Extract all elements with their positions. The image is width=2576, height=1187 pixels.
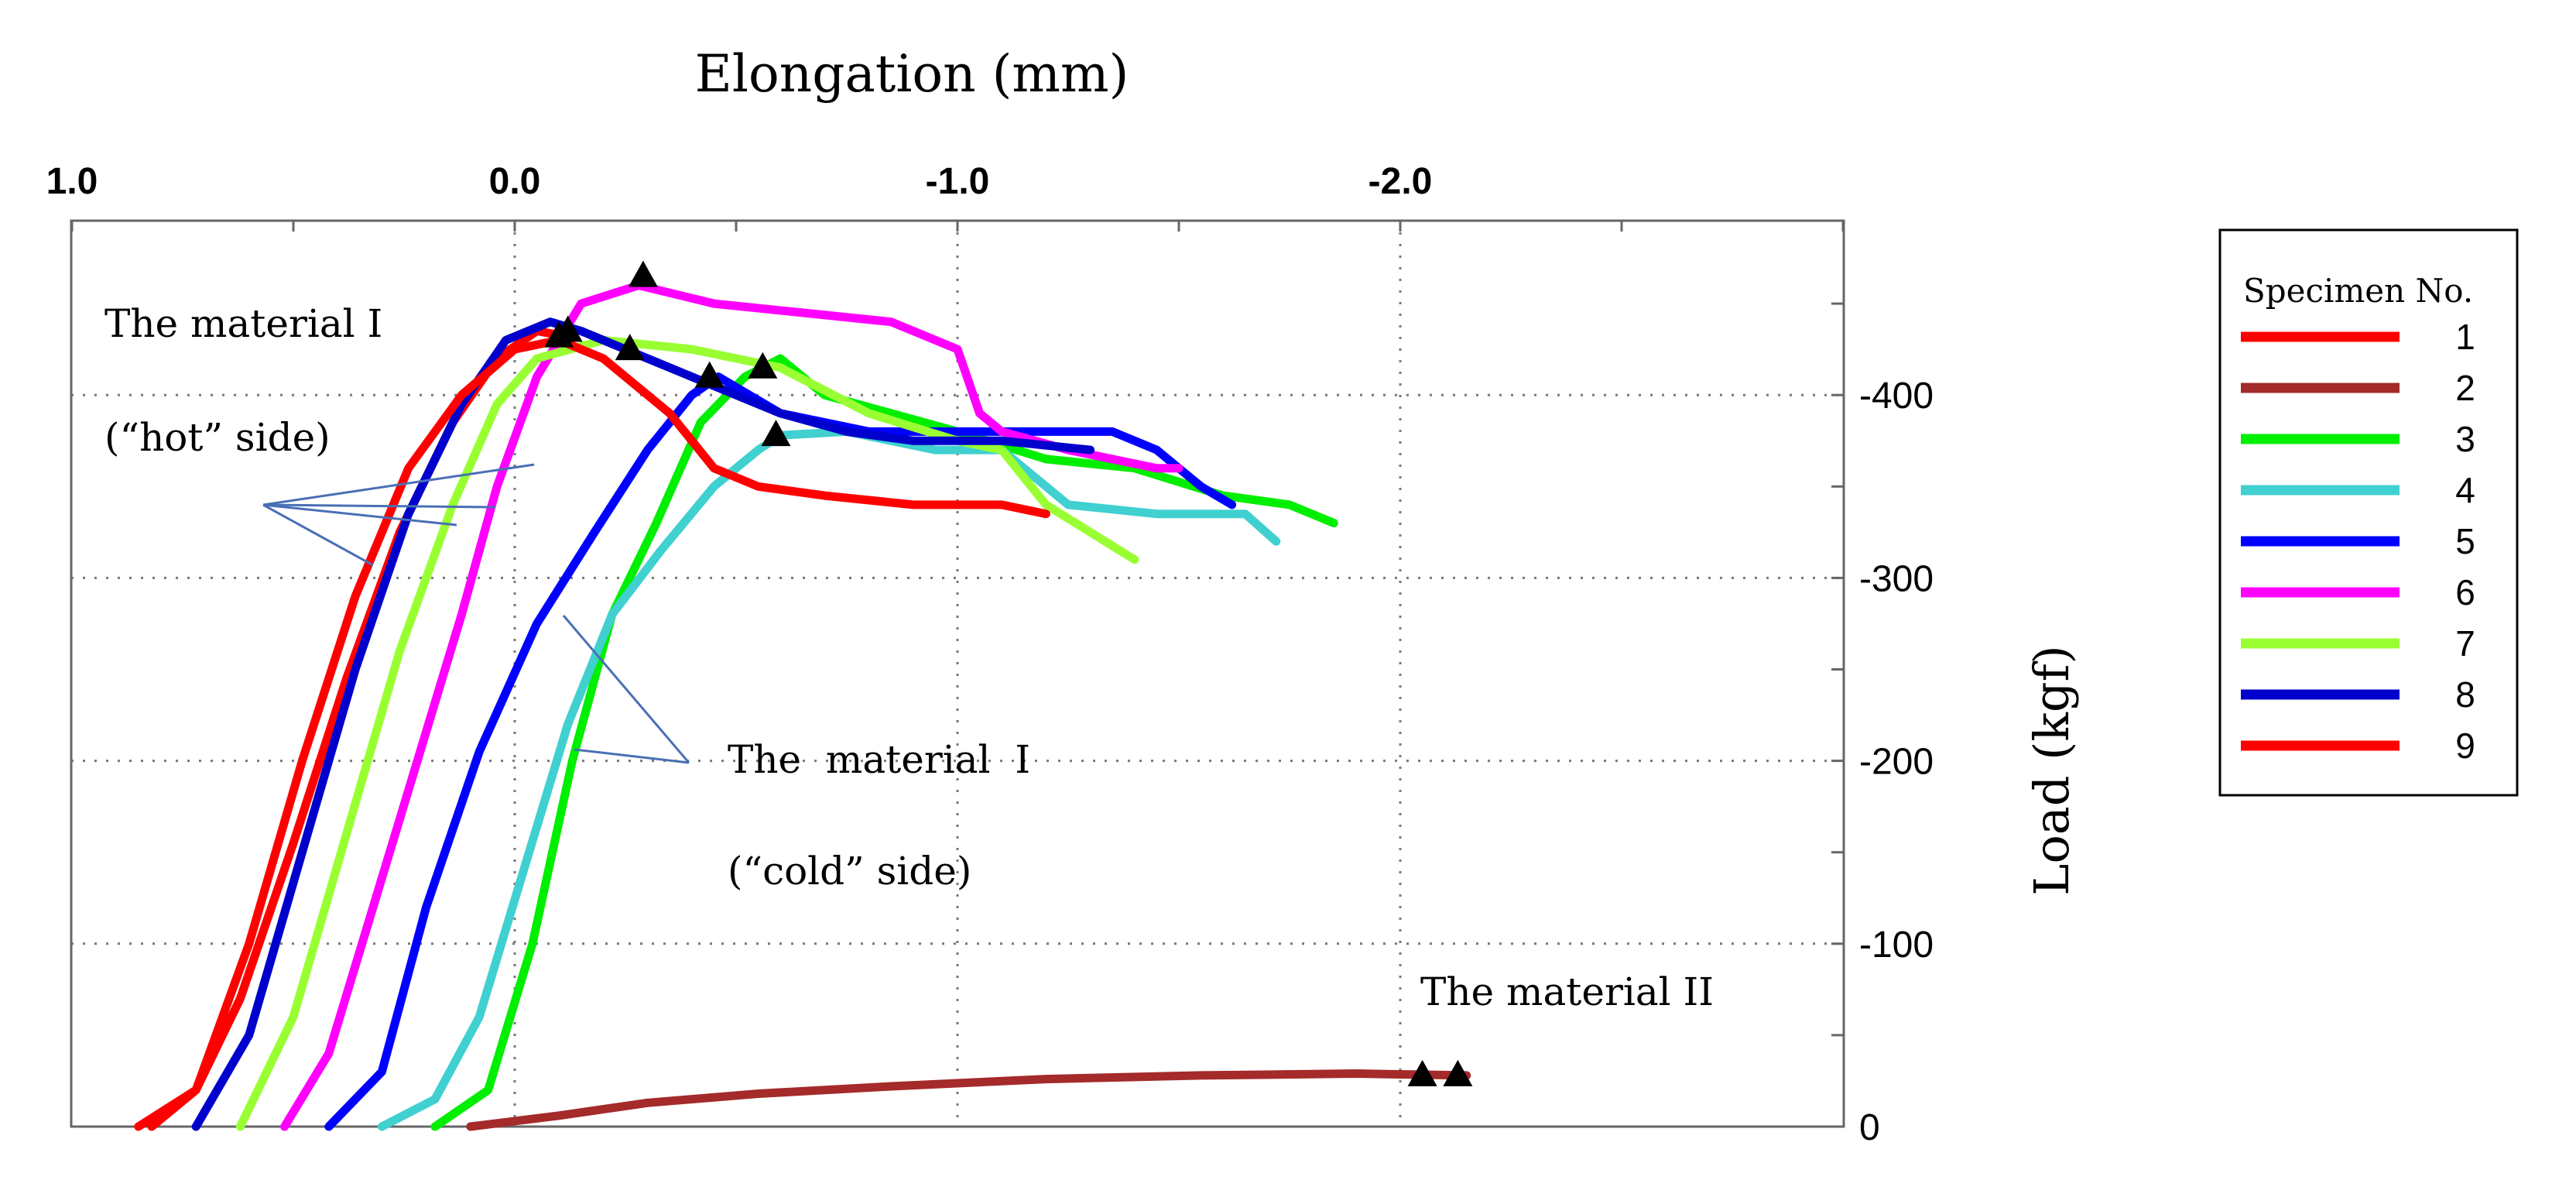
y-tick-label: -100 bbox=[1859, 925, 1934, 966]
series-line-2 bbox=[466, 1069, 1471, 1131]
peak-marker-3 bbox=[615, 334, 645, 361]
x-axis-title: Elongation (mm) bbox=[695, 44, 1129, 104]
pointer-hot-4 bbox=[262, 463, 535, 506]
pointer-hot-1 bbox=[262, 503, 374, 567]
x-tick-label: -2.0 bbox=[1368, 161, 1433, 202]
peak-markers bbox=[544, 260, 1473, 1086]
x-tick-label: -1.0 bbox=[926, 161, 990, 202]
x-tick-label: 0.0 bbox=[489, 161, 541, 202]
legend-label-6: 6 bbox=[2455, 572, 2475, 612]
axis-ticks: 1.0 0.0 -1.0 -2.0 0 -100 -200 -300 -400 bbox=[46, 161, 1934, 1148]
y-tick-label: 0 bbox=[1859, 1107, 1880, 1148]
peak-marker-8 bbox=[1407, 1059, 1437, 1086]
y-tick-label: -300 bbox=[1859, 558, 1934, 599]
annotation-material-I-cold: The material I bbox=[728, 737, 1030, 782]
peak-marker-9 bbox=[1443, 1059, 1473, 1086]
legend-entries: 1 2 3 4 5 6 7 8 9 bbox=[2241, 317, 2475, 766]
legend-label-8: 8 bbox=[2455, 674, 2475, 715]
series-lines bbox=[134, 281, 1471, 1131]
annotation-material-I-hot: The material I bbox=[104, 301, 382, 346]
annotation-cold-side: (“cold” side) bbox=[728, 849, 971, 894]
legend-label-9: 9 bbox=[2455, 726, 2475, 766]
peak-marker-6 bbox=[748, 352, 778, 379]
y-tick-label: -200 bbox=[1859, 742, 1934, 783]
legend-label-3: 3 bbox=[2455, 419, 2475, 459]
legend-box bbox=[2218, 228, 2519, 797]
legend-label-7: 7 bbox=[2455, 623, 2475, 664]
peak-marker-2 bbox=[544, 321, 574, 348]
series-line-3 bbox=[430, 354, 1338, 1131]
pointer-cold-2 bbox=[574, 748, 690, 764]
legend-label-5: 5 bbox=[2455, 521, 2475, 561]
pointer-hot-3 bbox=[262, 503, 496, 509]
pointer-cold-1 bbox=[562, 615, 690, 763]
x-tick-label: 1.0 bbox=[46, 161, 98, 202]
legend: Specimen No. 1 2 3 4 5 6 7 8 9 bbox=[2218, 228, 2519, 797]
y-axis-title: Load (kgf) bbox=[2023, 645, 2080, 895]
peak-marker-4 bbox=[628, 260, 658, 287]
peak-marker-7 bbox=[761, 420, 791, 447]
annotation-hot-side: (“hot” side) bbox=[104, 415, 331, 460]
legend-label-4: 4 bbox=[2455, 470, 2475, 510]
series-line-6 bbox=[280, 281, 1184, 1131]
legend-label-1: 1 bbox=[2455, 317, 2475, 357]
legend-label-2: 2 bbox=[2455, 368, 2475, 408]
annotation-pointers bbox=[262, 463, 690, 764]
annotation-material-II: The material II bbox=[1420, 969, 1714, 1014]
peak-marker-5 bbox=[694, 361, 724, 388]
pointer-hot-2 bbox=[262, 503, 457, 527]
y-tick-label: -400 bbox=[1859, 376, 1934, 417]
legend-title: Specimen No. bbox=[2243, 272, 2473, 310]
